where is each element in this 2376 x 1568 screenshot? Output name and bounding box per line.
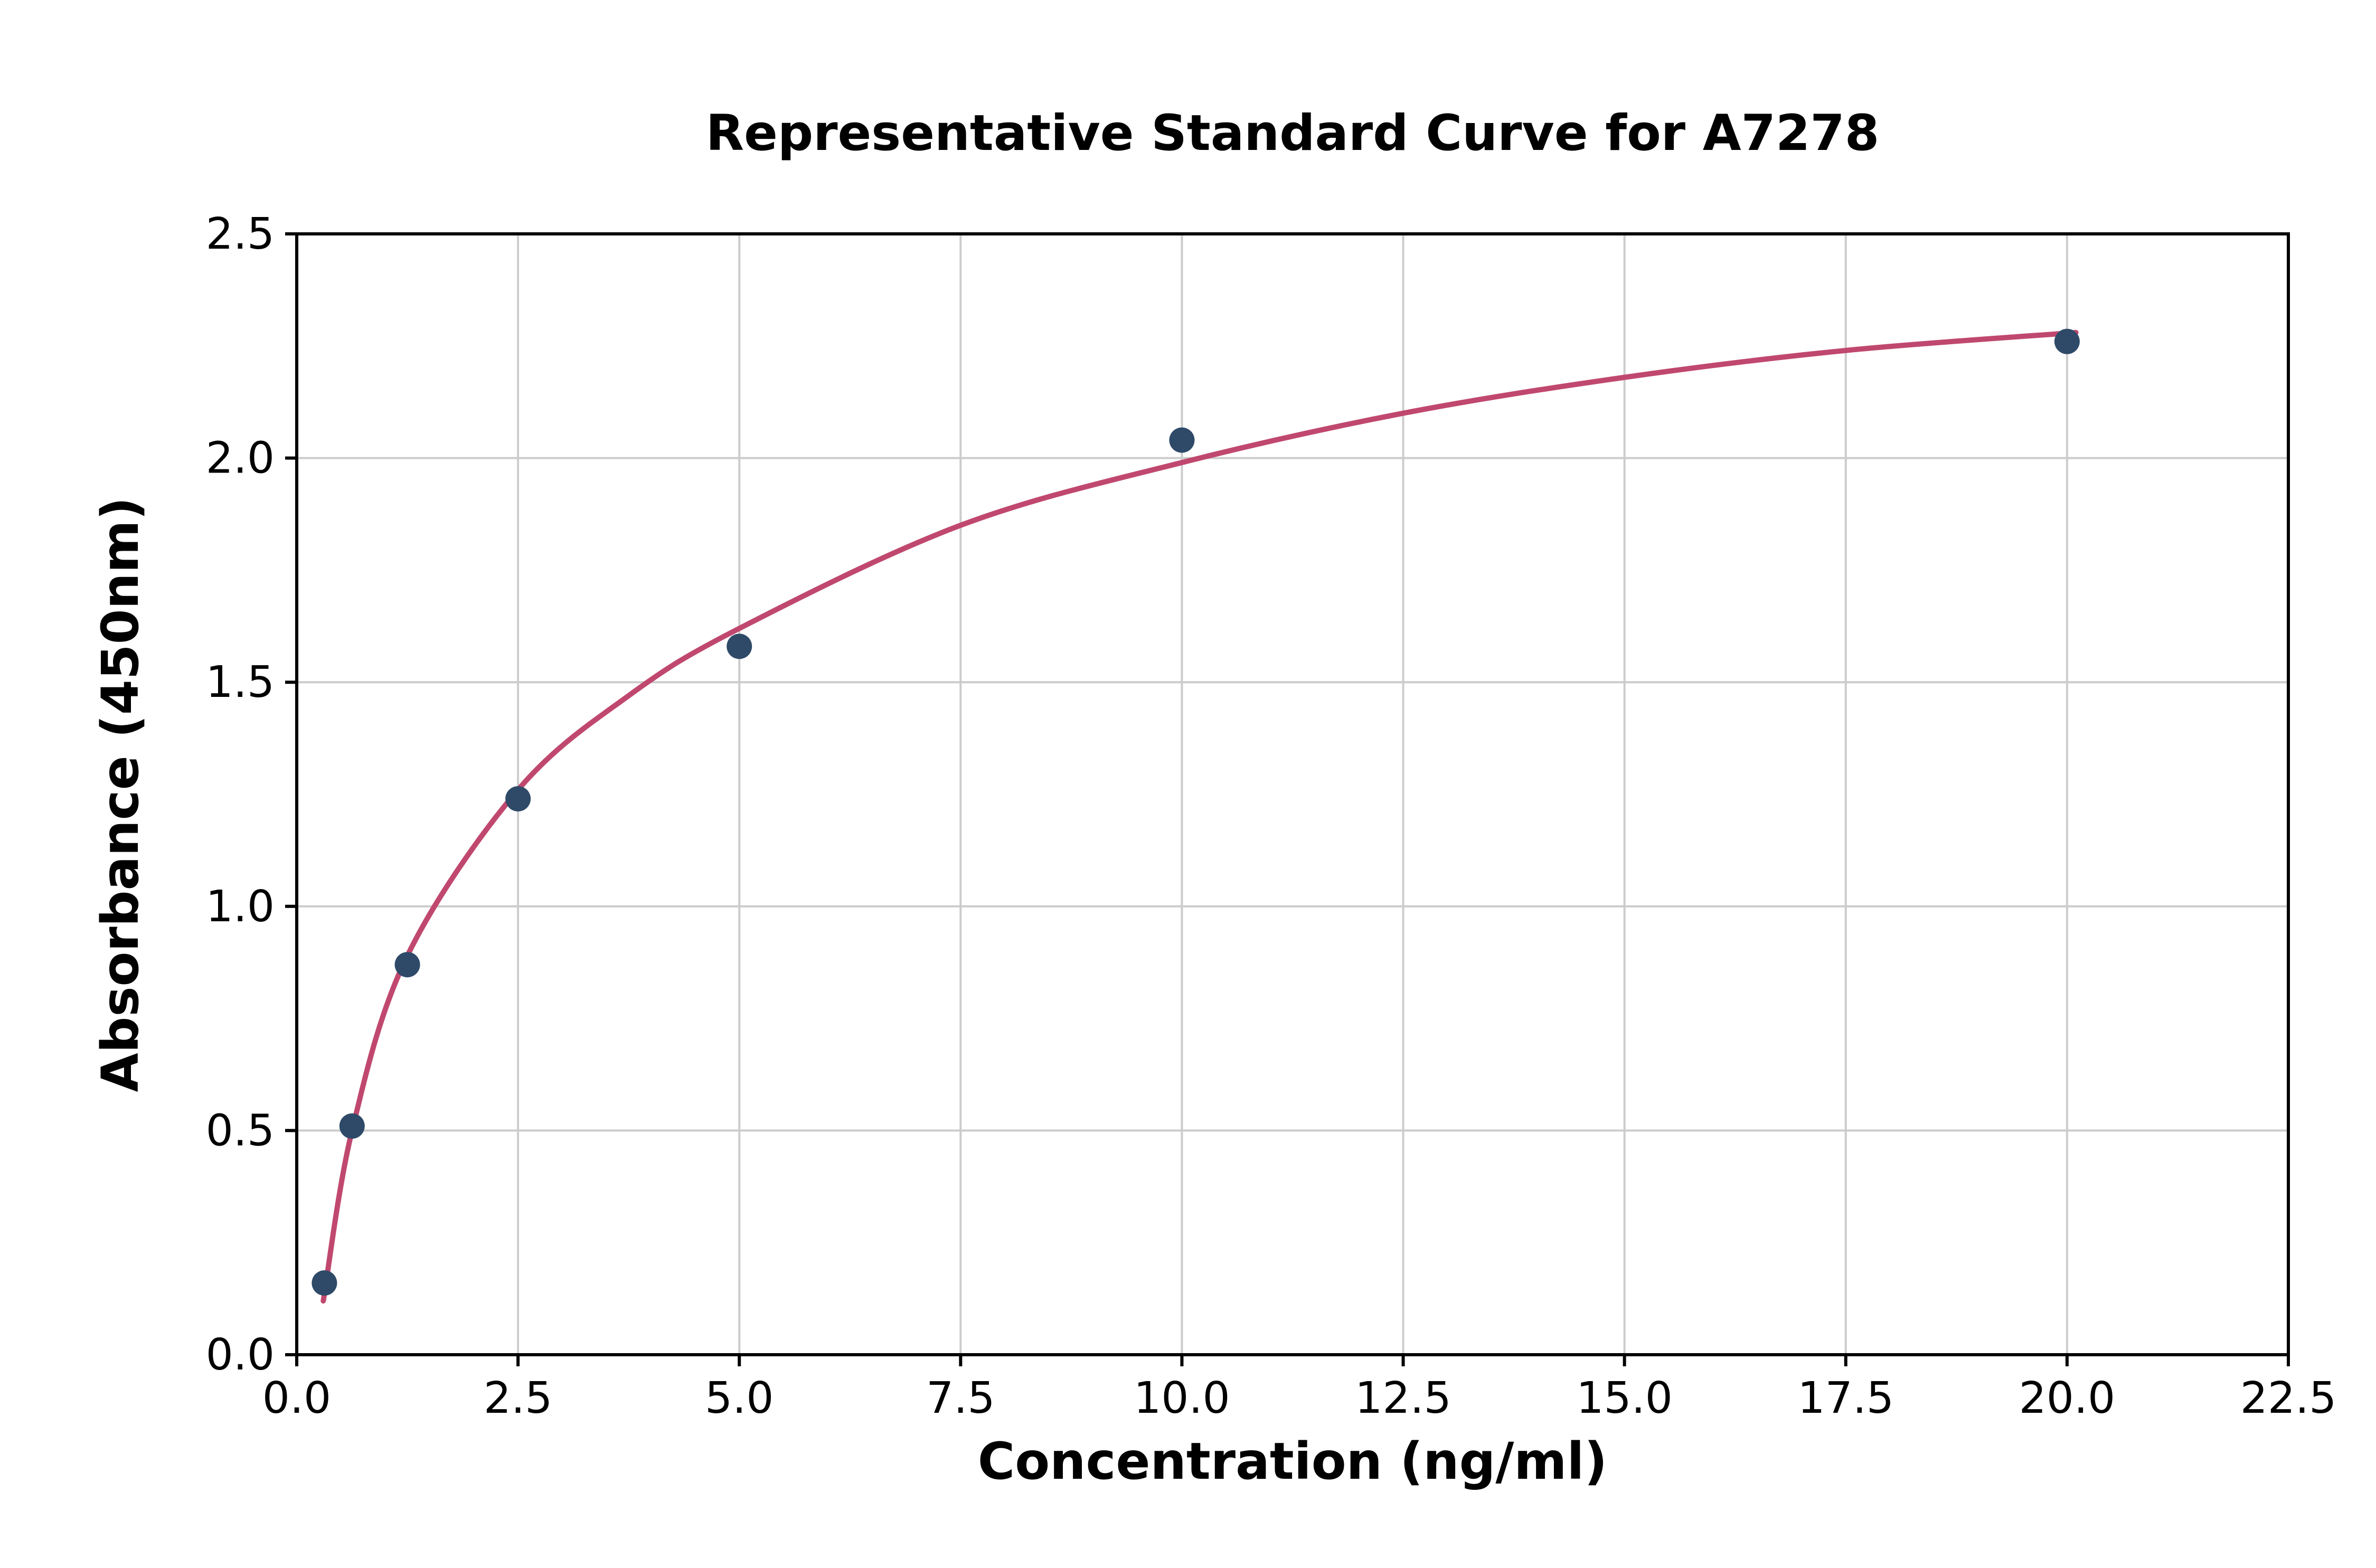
y-tick-label: 1.0 [206,882,275,932]
y-tick-label: 2.0 [206,433,275,484]
x-tick-label: 10.0 [1134,1373,1230,1423]
data-point [727,634,752,659]
x-tick-label: 15.0 [1576,1373,1673,1423]
fitted-curve [320,329,2079,1304]
data-point [339,1113,365,1139]
y-axis-label: Absorbance (450nm) [91,497,150,1092]
y-tick-label: 1.5 [206,657,275,707]
x-tick-label: 0.0 [262,1373,331,1423]
y-tick-label: 0.5 [206,1106,275,1156]
data-point [2054,328,2080,354]
x-tick-label: 5.0 [705,1373,774,1423]
data-point [394,952,420,978]
chart-title: Representative Standard Curve for A7278 [705,105,1880,162]
x-tick-label: 12.5 [1355,1373,1451,1423]
x-tick-label: 20.0 [2019,1373,2116,1423]
x-tick-label: 2.5 [484,1373,552,1423]
x-tick-label: 7.5 [926,1373,995,1423]
data-point [505,786,531,811]
x-axis-label: Concentration (ng/ml) [977,1432,1608,1491]
x-tick-label: 17.5 [1797,1373,1894,1423]
y-tick-label: 0.0 [206,1330,275,1380]
y-tick-label: 2.5 [206,209,275,259]
data-point [1169,427,1195,453]
plot-border [295,232,2290,1356]
x-tick-label: 22.5 [2240,1373,2337,1423]
data-point [312,1270,337,1296]
